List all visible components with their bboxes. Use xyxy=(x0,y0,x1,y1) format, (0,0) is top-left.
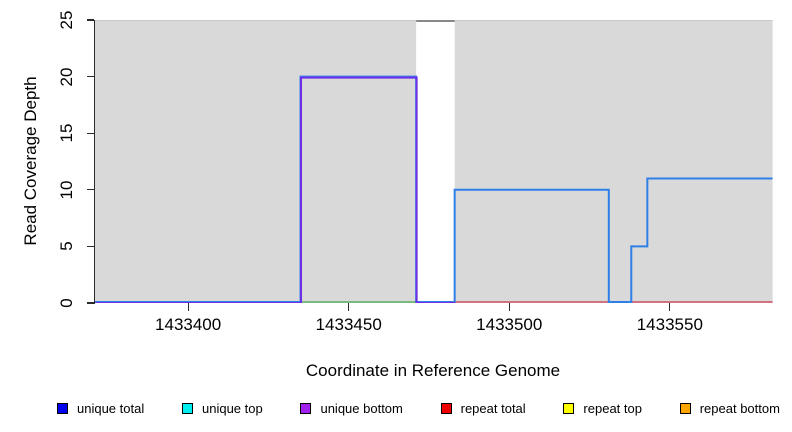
legend-label: repeat total xyxy=(460,400,526,416)
y-tick xyxy=(86,19,94,21)
legend-item: repeat total xyxy=(440,400,526,416)
legend-swatch-icon xyxy=(563,402,575,414)
x-tick-label: 1433450 xyxy=(315,315,382,334)
y-tick xyxy=(86,245,94,247)
shaded-region xyxy=(454,20,773,303)
y-axis-line xyxy=(93,20,95,304)
y-tick xyxy=(86,189,94,191)
legend-label: unique top xyxy=(201,400,263,416)
legend-label: unique bottom xyxy=(320,400,403,416)
y-tick-label: 20 xyxy=(57,67,76,87)
legend-item: unique top xyxy=(181,400,263,416)
x-tick xyxy=(348,303,350,311)
legend-label: unique total xyxy=(77,400,145,416)
x-tick xyxy=(669,303,671,311)
x-tick xyxy=(187,303,189,311)
legend-swatch-icon xyxy=(57,402,68,414)
y-tick-label: 10 xyxy=(57,180,76,200)
legend-item: repeat bottom xyxy=(679,400,780,416)
plot-area xyxy=(95,20,779,304)
legend-label: repeat bottom xyxy=(699,400,780,416)
legend-label: repeat top xyxy=(583,400,642,416)
x-tick-label: 1433400 xyxy=(155,315,222,334)
y-tick-label: 5 xyxy=(57,241,76,252)
y-tick xyxy=(86,132,94,134)
y-tick xyxy=(86,76,94,78)
legend-item: unique bottom xyxy=(300,400,403,416)
y-axis-title: Read Coverage Depth xyxy=(21,76,40,246)
legend-swatch-icon xyxy=(440,402,452,414)
y-tick-label: 0 xyxy=(57,298,76,308)
x-tick-label: 1433500 xyxy=(476,315,543,334)
x-tick-label: 1433550 xyxy=(636,315,703,334)
legend-item: repeat top xyxy=(563,401,642,416)
x-axis-title: Coordinate in Reference Genome xyxy=(305,361,561,380)
legend-swatch-icon xyxy=(181,402,193,414)
y-tick-label: 15 xyxy=(57,123,76,143)
legend: unique total unique top unique bottom repea… xyxy=(57,399,780,417)
y-tick xyxy=(86,302,94,304)
x-tick xyxy=(508,303,510,311)
legend-item: unique total xyxy=(57,401,144,416)
legend-swatch-icon xyxy=(679,402,691,414)
shaded-region xyxy=(95,20,417,303)
y-tick-label: 25 xyxy=(57,10,76,30)
chart-canvas xyxy=(95,20,773,304)
legend-swatch-icon xyxy=(300,402,312,414)
